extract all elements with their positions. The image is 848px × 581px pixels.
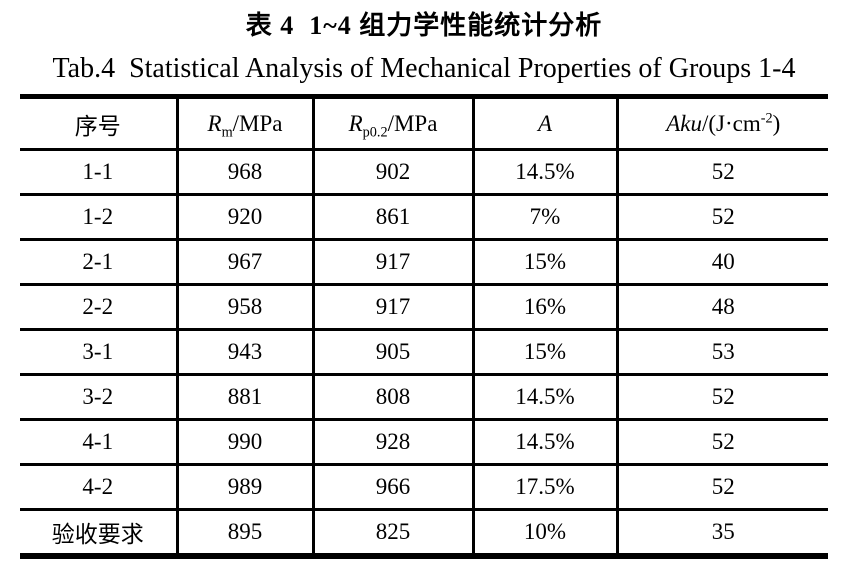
header-row: 序号 Rm/MPa Rp0.2/MPa A Aku/(J·cm-2): [20, 96, 828, 150]
table-cell: 958: [175, 284, 313, 330]
table-cell: 1-2: [82, 204, 114, 229]
table-cell: 52: [615, 464, 828, 510]
rm-symbol: R: [207, 110, 222, 136]
table-cell: 15%: [471, 239, 617, 285]
table-cell: 990: [175, 419, 313, 465]
table-cell: 15%: [471, 329, 617, 375]
table-cell: 10%: [471, 509, 617, 556]
col-header-elongation: A: [471, 96, 617, 150]
table-cell: 2-2: [82, 294, 114, 319]
table-cell: 3-1: [82, 339, 114, 364]
table-cell: 895: [175, 509, 313, 556]
table-cell: 825: [311, 509, 473, 556]
rm-unit: /MPa: [232, 110, 283, 136]
table-cell: 4-1: [82, 429, 114, 454]
table-row: 1-1 968 902 14.5% 52: [20, 149, 828, 195]
table-cell: 17.5%: [471, 464, 617, 510]
rp02-subscript: p0.2: [362, 124, 388, 141]
table-cell: 905: [311, 329, 473, 375]
rm-subscript: m: [221, 124, 233, 141]
table-cell: 989: [175, 464, 313, 510]
rp02-symbol: R: [348, 110, 363, 136]
table-cell: 48: [615, 284, 828, 330]
col-header-tensile-strength: Rm/MPa: [175, 96, 313, 150]
rp02-unit: /MPa: [387, 110, 438, 136]
col-header-index: 序号: [20, 97, 177, 150]
table-row: 3-1 943 905 15% 53: [20, 329, 828, 375]
table-title-chinese: 表 4 1~4 组力学性能统计分析: [245, 11, 603, 40]
table-cell: 16%: [471, 284, 617, 330]
table-cell: 902: [311, 149, 473, 195]
table-title-english: Tab.4 Statistical Analysis of Mechanical…: [52, 53, 796, 84]
aku-exponent: -2: [760, 109, 773, 126]
aku-symbol: Aku: [666, 110, 702, 136]
document-page: 表 4 1~4 组力学性能统计分析 Tab.4 Statistical Anal…: [0, 9, 848, 581]
aku-unit-close: ): [772, 110, 781, 136]
table-cell: 917: [311, 284, 473, 330]
table-cell: 7%: [471, 194, 617, 240]
table-cell: 14.5%: [471, 149, 617, 195]
table-cell: 53: [615, 329, 828, 375]
col-header-yield-strength: Rp0.2/MPa: [311, 96, 473, 150]
table-row: 1-2 920 861 7% 52: [20, 194, 828, 240]
table-cell: 52: [615, 419, 828, 465]
table-cell: 928: [311, 419, 473, 465]
table-cell: 35: [615, 509, 828, 556]
aku-unit-open: /(J·cm: [701, 110, 761, 136]
table-cell: 2-1: [82, 249, 114, 274]
table-cell: 4-2: [82, 474, 114, 499]
table-cell: 14.5%: [471, 374, 617, 420]
table-cell: 967: [175, 239, 313, 285]
table-body: 1-1 968 902 14.5% 52 1-2 920 861 7% 52 2…: [20, 149, 828, 556]
table-cell: 3-2: [82, 384, 114, 409]
table-cell: 1-1: [82, 159, 114, 184]
table-cell: 917: [311, 239, 473, 285]
mechanical-properties-table: 序号 Rm/MPa Rp0.2/MPa A Aku/(J·cm-2) 1-1: [20, 94, 828, 559]
table-cell: 52: [615, 149, 828, 195]
index-header-label: 序号: [74, 113, 121, 139]
table-row: 2-1 967 917 15% 40: [20, 239, 828, 285]
table-cell: 861: [311, 194, 473, 240]
table-cell: 920: [175, 194, 313, 240]
table-cell: 52: [615, 374, 828, 420]
table-row: 3-2 881 808 14.5% 52: [20, 374, 828, 420]
table-cell: 943: [175, 329, 313, 375]
table-row: 4-2 989 966 17.5% 52: [20, 464, 828, 510]
table-header: 序号 Rm/MPa Rp0.2/MPa A Aku/(J·cm-2): [20, 96, 828, 150]
table-row-acceptance: 验收要求 895 825 10% 35: [20, 509, 828, 556]
elongation-symbol: A: [537, 110, 553, 136]
table-cell: 40: [615, 239, 828, 285]
table-row: 2-2 958 917 16% 48: [20, 284, 828, 330]
table-cell: 968: [175, 149, 313, 195]
col-header-impact-energy: Aku/(J·cm-2): [615, 96, 828, 150]
table-row: 4-1 990 928 14.5% 52: [20, 419, 828, 465]
table-cell: 验收要求: [51, 522, 144, 547]
table-cell: 808: [311, 374, 473, 420]
table-cell: 52: [615, 194, 828, 240]
table-cell: 881: [175, 374, 313, 420]
table-cell: 14.5%: [471, 419, 617, 465]
table-cell: 966: [311, 464, 473, 510]
